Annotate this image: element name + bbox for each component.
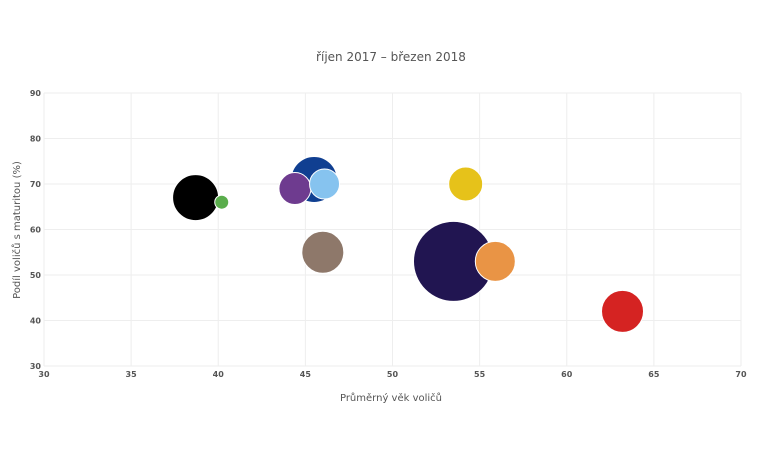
bubble[interactable] <box>214 194 230 210</box>
bubble[interactable] <box>172 174 220 222</box>
grid-lines <box>43 92 742 367</box>
y-tick-label: 70 <box>30 180 42 189</box>
y-tick-label: 90 <box>30 89 42 98</box>
y-tick-label: 50 <box>30 271 42 280</box>
x-tick-label: 30 <box>38 370 50 379</box>
x-tick-label: 35 <box>126 370 138 379</box>
x-tick-label: 65 <box>648 370 660 379</box>
x-axis-ticks: 30 35 40 45 50 55 60 65 70 <box>38 370 747 379</box>
x-axis-title: Průměrný věk voličů <box>340 392 442 404</box>
bubble[interactable] <box>278 172 312 206</box>
y-axis-title: Podíl voličů s maturitou (%) <box>11 161 23 299</box>
y-tick-label: 80 <box>30 135 42 144</box>
chart-title: říjen 2017 – březen 2018 <box>316 50 466 64</box>
x-tick-label: 70 <box>735 370 747 379</box>
bubble[interactable] <box>309 168 341 200</box>
x-tick-label: 55 <box>474 370 486 379</box>
y-tick-label: 40 <box>30 317 42 326</box>
x-tick-label: 45 <box>300 370 312 379</box>
y-axis-ticks: 30 40 50 60 70 80 90 <box>30 89 42 371</box>
bubble[interactable] <box>301 230 345 274</box>
bubbles <box>172 155 645 333</box>
x-tick-label: 60 <box>561 370 573 379</box>
x-tick-label: 40 <box>213 370 225 379</box>
y-tick-label: 30 <box>30 362 42 371</box>
bubble[interactable] <box>474 240 516 282</box>
y-tick-label: 60 <box>30 226 42 235</box>
x-tick-label: 50 <box>387 370 399 379</box>
bubble[interactable] <box>601 289 645 333</box>
bubble[interactable] <box>448 166 484 202</box>
